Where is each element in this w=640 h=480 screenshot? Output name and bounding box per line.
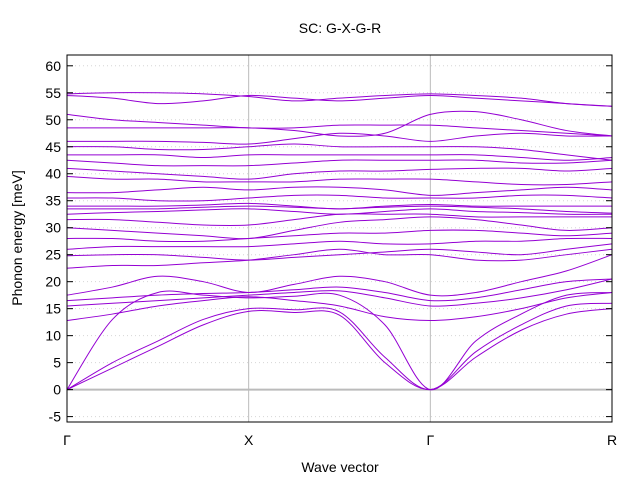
- y-tick-label: 45: [45, 139, 61, 155]
- y-tick-label: 25: [45, 247, 61, 263]
- band-series: [66, 92, 613, 391]
- phonon-band-line: [66, 194, 613, 202]
- phonon-band-line: [66, 308, 613, 391]
- phonon-band-line: [66, 291, 613, 322]
- phonon-band-line: [66, 290, 613, 391]
- y-tick-label: 55: [45, 85, 61, 101]
- y-tick-label: -5: [49, 409, 62, 425]
- phonon-band-line: [67, 154, 613, 161]
- y-tick-label: 15: [45, 301, 61, 317]
- y-tick-label: 35: [45, 193, 61, 209]
- phonon-band-line: [66, 237, 613, 250]
- x-tick-label: X: [244, 432, 254, 448]
- phonon-band-line: [66, 254, 613, 297]
- phonon-band-line: [66, 278, 613, 307]
- y-tick-label: 60: [45, 58, 61, 74]
- y-tick-label: 40: [45, 166, 61, 182]
- phonon-band-line: [66, 213, 612, 227]
- phonon-band-line: [66, 113, 613, 137]
- phonon-band-line: [66, 248, 613, 269]
- phonon-band-line: [66, 243, 613, 261]
- phonon-band-line: [66, 167, 613, 180]
- phonon-band-line: [66, 92, 613, 107]
- plot-frame: [66, 54, 613, 423]
- chart-title: SC: G-X-G-R: [299, 20, 381, 36]
- phonon-band-line: [66, 94, 613, 107]
- phonon-band-line: [66, 216, 613, 240]
- y-tick-label: 30: [45, 220, 61, 236]
- phonon-band-line: [66, 208, 613, 215]
- x-axis-label: Wave vector: [301, 459, 379, 475]
- y-tick-label: 0: [53, 382, 61, 398]
- x-tick-label: R: [607, 432, 617, 448]
- x-tick-label: Γ: [426, 432, 434, 448]
- phonon-band-line: [66, 202, 612, 210]
- phonon-band-line: [66, 229, 613, 243]
- y-tick-label: 5: [53, 355, 61, 371]
- phonon-band-line: [66, 143, 613, 161]
- y-tick-label: 20: [45, 274, 61, 290]
- grid-lines: [67, 55, 612, 422]
- y-axis-label: Phonon energy [meV]: [9, 170, 25, 305]
- phonon-band-line: [66, 186, 613, 196]
- y-tick-label: 10: [45, 328, 61, 344]
- y-tick-label: 50: [45, 112, 61, 128]
- phonon-band-line: [67, 132, 613, 145]
- phonon-band-line: [66, 159, 613, 167]
- phonon-band-line: [66, 302, 613, 391]
- x-tick-label: Γ: [63, 432, 71, 448]
- phonon-band-line: [66, 110, 613, 137]
- y-ticks: -5 0 5 10 15 20 25 30 35 40 45 50 55 60: [45, 58, 612, 425]
- phonon-band-line: [66, 278, 613, 302]
- phonon-band-line: [66, 175, 613, 186]
